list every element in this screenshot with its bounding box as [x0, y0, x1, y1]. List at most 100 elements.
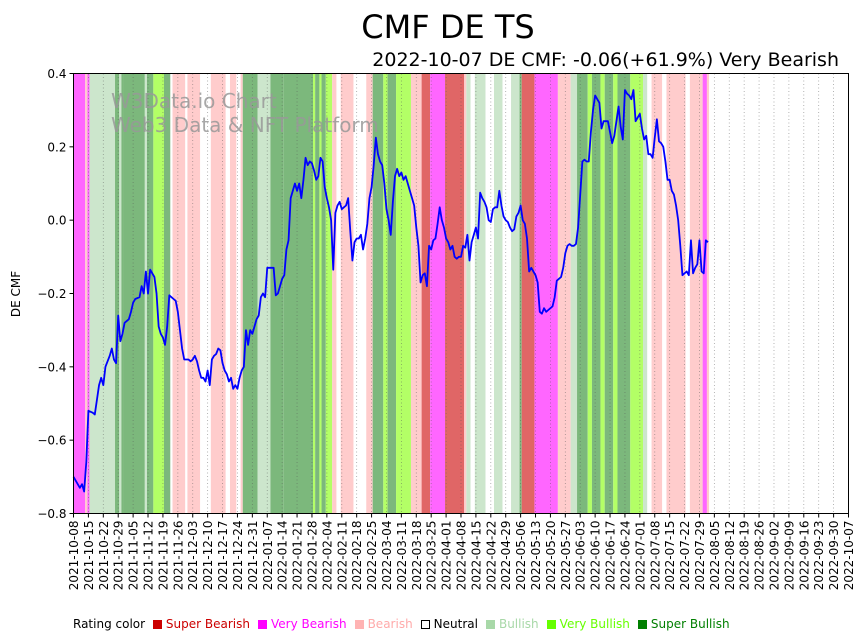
rating-band — [430, 73, 446, 514]
x-tick-label: 2022-03-25 — [425, 521, 439, 591]
rating-band — [144, 73, 147, 514]
rating-band — [410, 73, 422, 514]
x-tick-label: 2021-12-24 — [231, 521, 245, 591]
rating-band — [313, 73, 316, 514]
rating-band — [319, 73, 322, 514]
y-tick-label: −0.4 — [37, 360, 66, 374]
legend-swatch — [152, 620, 162, 629]
x-tick-label: 2022-09-02 — [767, 521, 781, 591]
x-tick-label: 2021-10-15 — [82, 521, 96, 591]
rating-band — [315, 73, 320, 514]
y-tick-label: −0.2 — [37, 287, 66, 301]
y-tick-label: 0.2 — [47, 140, 66, 154]
rating-legend: Rating color Super Bearish Very Bearish Be… — [73, 617, 742, 631]
legend-item: Bullish — [485, 617, 543, 631]
rating-band — [474, 73, 486, 514]
legend-item: Super Bullish — [637, 617, 734, 631]
x-tick-label: 2022-07-08 — [648, 521, 662, 591]
legend-swatch — [354, 620, 364, 629]
rating-band — [163, 73, 171, 514]
legend-label: Bullish — [498, 617, 539, 631]
x-tick-label: 2022-06-10 — [589, 521, 603, 591]
rating-band — [332, 73, 337, 514]
x-tick-label: 2022-08-26 — [753, 521, 767, 591]
legend-title: Rating color — [73, 617, 146, 631]
rating-band — [666, 73, 686, 514]
x-tick-label: 2022-04-08 — [455, 521, 469, 591]
legend-swatch — [420, 620, 430, 629]
rating-band — [466, 73, 471, 514]
y-axis-label: DE CMF — [9, 271, 23, 317]
watermark-line: W3Data.io Chart — [111, 89, 277, 113]
legend-item: Very Bearish — [257, 617, 351, 631]
x-tick-label: 2022-04-22 — [484, 521, 498, 591]
rating-band — [643, 73, 648, 514]
x-tick-label: 2022-09-16 — [797, 521, 811, 591]
rating-band — [502, 73, 512, 514]
rating-band — [187, 73, 201, 514]
legend-label: Very Bearish — [270, 617, 347, 631]
rating-band — [321, 73, 326, 514]
rating-band — [421, 73, 431, 514]
rating-band — [121, 73, 124, 514]
x-tick-label: 2022-03-04 — [380, 521, 394, 591]
x-tick-label: 2022-09-23 — [812, 521, 826, 591]
rating-band — [511, 73, 520, 514]
x-tick-label: 2022-10-07 — [842, 521, 856, 591]
x-tick-label: 2022-02-18 — [350, 521, 364, 591]
rating-band — [185, 73, 188, 514]
x-axis: 2021-10-08 2021-10-15 2021-10-22 2021-10-29… — [67, 513, 856, 591]
legend-item: Bearish — [354, 617, 417, 631]
rating-band — [229, 73, 237, 514]
x-tick-label: 2022-01-28 — [305, 521, 319, 591]
rating-band — [366, 73, 373, 514]
x-tick-label: 2021-11-19 — [156, 521, 170, 591]
rating-band — [225, 73, 230, 514]
rating-band — [470, 73, 475, 514]
x-tick-label: 2021-12-10 — [201, 521, 215, 591]
rating-band — [630, 73, 644, 514]
x-tick-label: 2022-08-12 — [723, 521, 737, 591]
rating-band — [115, 73, 120, 514]
x-tick-label: 2022-04-15 — [469, 521, 483, 591]
rating-bands — [73, 73, 710, 514]
rating-band — [521, 73, 535, 514]
rating-band — [604, 73, 614, 514]
chart-title: CMF DE TS — [361, 8, 534, 46]
rating-band — [153, 73, 164, 514]
rating-band — [200, 73, 211, 514]
legend-label: Super Bearish — [165, 617, 250, 631]
x-tick-label: 2022-01-21 — [291, 521, 305, 591]
legend-item: Very Bullish — [546, 617, 634, 631]
rating-band — [689, 73, 703, 514]
legend-label: Very Bullish — [559, 617, 630, 631]
rating-band — [242, 73, 258, 514]
rating-band — [89, 73, 116, 514]
x-tick-label: 2022-07-15 — [663, 521, 677, 591]
x-tick-label: 2022-09-09 — [782, 521, 796, 591]
rating-band — [464, 73, 467, 514]
legend-swatch — [485, 620, 495, 629]
x-tick-label: 2022-05-06 — [514, 521, 528, 591]
x-tick-label: 2021-12-31 — [246, 521, 260, 591]
x-tick-label: 2022-07-29 — [693, 521, 707, 591]
rating-band — [336, 73, 341, 514]
rating-band — [534, 73, 558, 514]
cmf-series — [72, 89, 709, 493]
rating-band — [119, 73, 122, 514]
x-tick-label: 2022-02-25 — [365, 521, 379, 591]
x-tick-label: 2021-11-12 — [142, 521, 156, 591]
y-tick-label: 0.0 — [47, 214, 66, 228]
rating-band — [445, 73, 465, 514]
x-tick-label: 2022-05-13 — [529, 521, 543, 591]
y-axis: −0.8 −0.6 −0.4 −0.2 0.0 0.2 0.4 — [37, 67, 74, 521]
rating-band — [706, 73, 710, 514]
x-tick-label: 2022-07-22 — [678, 521, 692, 591]
rating-band — [210, 73, 226, 514]
rating-band — [519, 73, 522, 514]
x-tick-label: 2022-01-07 — [261, 521, 275, 591]
rating-band — [170, 73, 173, 514]
x-tick-label: 2022-04-01 — [440, 521, 454, 591]
x-tick-label: 2021-11-05 — [127, 521, 141, 591]
